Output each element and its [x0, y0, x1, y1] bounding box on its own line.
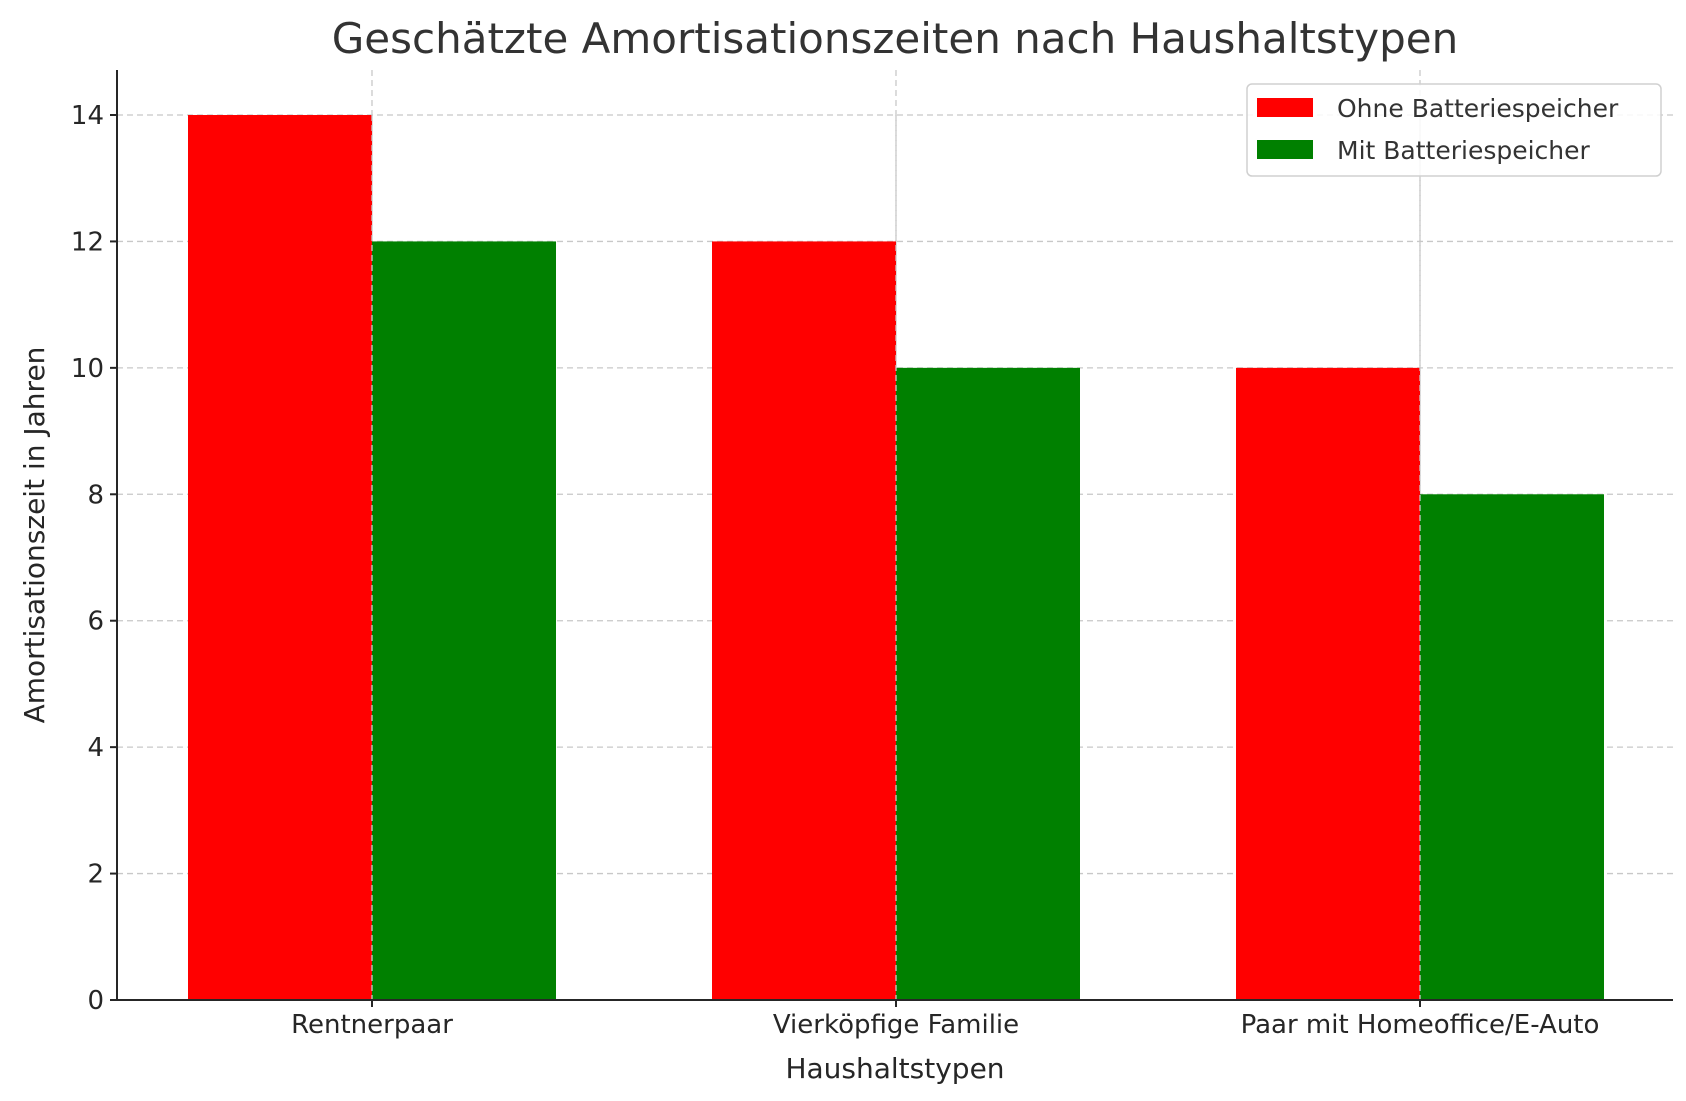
y-tick-label: 6	[87, 607, 104, 637]
y-axis-label: Amortisationszeit in Jahren	[18, 347, 51, 724]
y-tick-label: 2	[87, 860, 104, 890]
bar-mit-2	[1420, 494, 1604, 1000]
x-tick-label: Paar mit Homeoffice/E-Auto	[1241, 1010, 1600, 1040]
legend-label-mit: Mit Batteriespeicher	[1337, 136, 1591, 165]
legend-swatch-ohne	[1257, 98, 1313, 117]
x-tick-label: Rentnerpaar	[291, 1010, 453, 1040]
bar-ohne-1	[712, 241, 896, 1000]
y-tick-label: 12	[71, 227, 104, 257]
x-ticks: Rentnerpaar Vierköpfige Familie Paar mit H…	[291, 1000, 1599, 1040]
bars	[188, 115, 1604, 1000]
x-tick-label: Vierköpfige Familie	[773, 1010, 1019, 1040]
y-tick-label: 10	[71, 354, 104, 384]
bar-mit-1	[896, 367, 1080, 1000]
chart-title: Geschätzte Amortisationszeiten nach Haus…	[332, 14, 1458, 63]
legend-label-ohne: Ohne Batteriespeicher	[1337, 94, 1619, 123]
y-tick-label: 4	[87, 733, 104, 763]
bar-ohne-0	[188, 115, 372, 1000]
legend-swatch-mit	[1257, 140, 1313, 159]
x-axis-label: Haushaltstypen	[785, 1052, 1004, 1085]
legend: Ohne Batteriespeicher Mit Batteriespeich…	[1246, 83, 1662, 177]
bar-ohne-2	[1236, 367, 1420, 1000]
bar-mit-0	[372, 241, 556, 1000]
y-ticks: 0 2 4 6 8 10 12 14	[71, 101, 117, 1016]
y-tick-label: 8	[87, 480, 104, 510]
y-tick-label: 14	[71, 101, 104, 131]
legend-box	[1246, 83, 1662, 177]
y-tick-label: 0	[87, 986, 104, 1016]
